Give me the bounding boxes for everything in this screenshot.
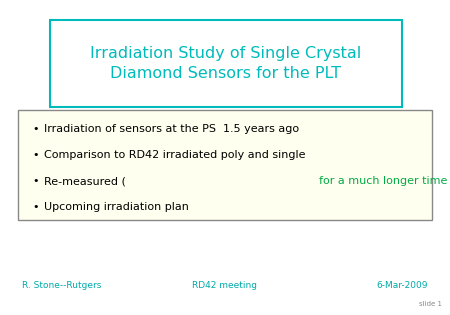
- Text: Irradiation of sensors at the PS  1.5 years ago: Irradiation of sensors at the PS 1.5 yea…: [44, 124, 299, 134]
- Text: 6-Mar-2009: 6-Mar-2009: [377, 280, 428, 289]
- Text: R. Stone--Rutgers: R. Stone--Rutgers: [22, 280, 101, 289]
- Bar: [18, 110, 432, 220]
- Text: •: •: [32, 202, 39, 212]
- Text: •: •: [32, 150, 39, 160]
- Text: Re-measured (: Re-measured (: [44, 176, 126, 186]
- Text: •: •: [32, 176, 39, 186]
- Text: slide 1: slide 1: [419, 301, 442, 307]
- Text: for a much longer time: for a much longer time: [319, 176, 447, 186]
- Text: •: •: [32, 124, 39, 134]
- Text: RD42 meeting: RD42 meeting: [193, 280, 257, 289]
- Text: Upcoming irradiation plan: Upcoming irradiation plan: [44, 202, 189, 212]
- Text: Comparison to RD42 irradiated poly and single: Comparison to RD42 irradiated poly and s…: [44, 150, 306, 160]
- Text: Irradiation Study of Single Crystal
Diamond Sensors for the PLT: Irradiation Study of Single Crystal Diam…: [90, 46, 362, 81]
- Bar: [50, 20, 402, 107]
